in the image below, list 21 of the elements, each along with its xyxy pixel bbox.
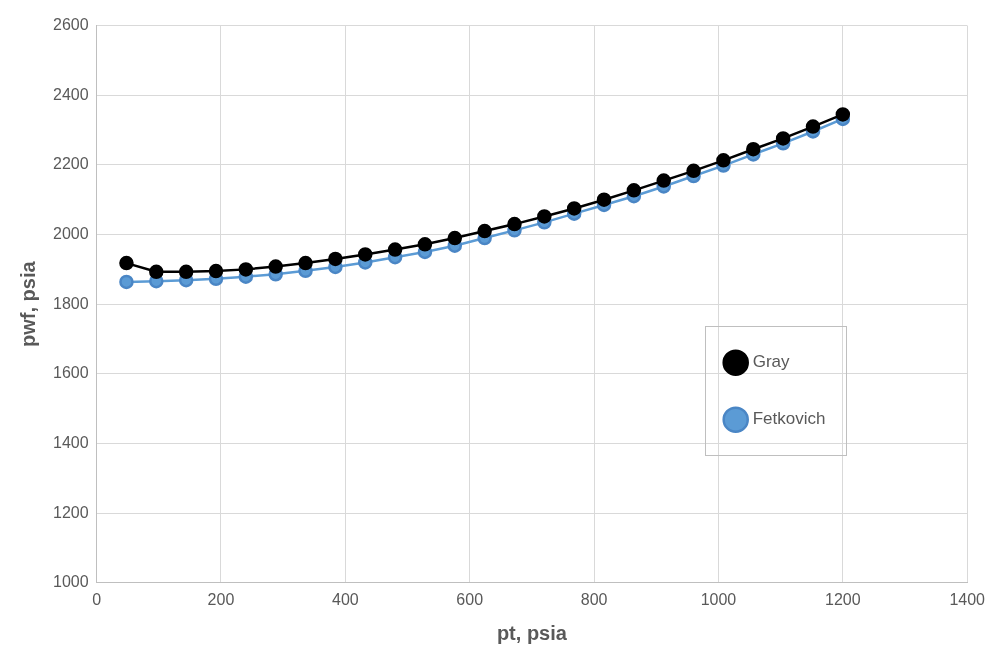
y-tick-label: 1200 bbox=[53, 503, 89, 521]
x-tick-label: 800 bbox=[580, 590, 608, 608]
x-tick-label: 1000 bbox=[700, 590, 737, 608]
y-tick-label: 2000 bbox=[53, 224, 89, 242]
x-tick-label: 400 bbox=[331, 590, 359, 608]
x-tick-label: 1400 bbox=[949, 590, 986, 608]
x-tick-label: 1200 bbox=[825, 590, 861, 608]
y-tick-label: 1800 bbox=[53, 294, 89, 312]
y-tick-label: 1400 bbox=[53, 433, 89, 451]
y-tick-label: 2600 bbox=[53, 16, 89, 34]
x-tick-label: 600 bbox=[456, 590, 484, 608]
legend-label: Fetkovich bbox=[752, 409, 826, 429]
y-axis-title: pwf, psia bbox=[16, 260, 39, 347]
y-tick-label: 1600 bbox=[53, 364, 89, 382]
y-tick-label: 2400 bbox=[53, 85, 89, 103]
x-tick-label: 0 bbox=[92, 590, 102, 608]
y-tick-label: 1000 bbox=[53, 573, 89, 591]
x-tick-label: 200 bbox=[207, 590, 235, 608]
legend-label: Gray bbox=[752, 352, 791, 372]
x-axis-title: pt, psia bbox=[496, 621, 568, 644]
y-tick-label: 2200 bbox=[53, 155, 89, 173]
